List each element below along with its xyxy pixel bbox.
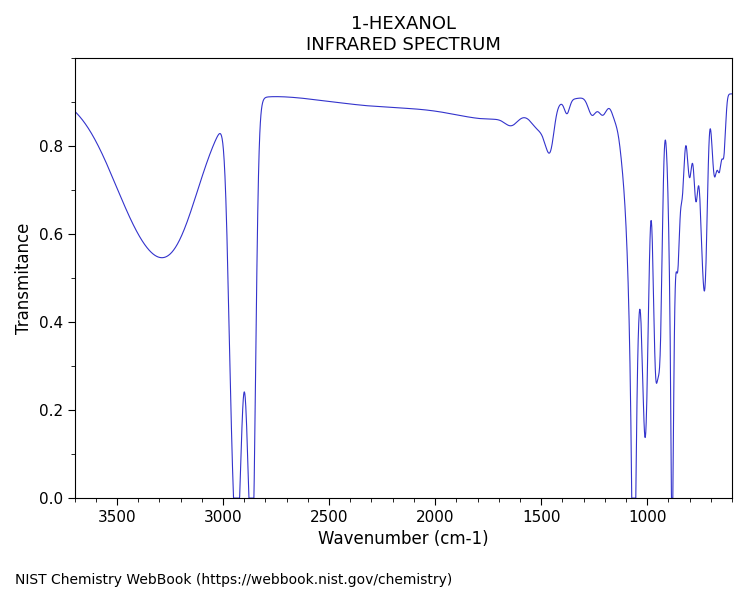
Title: 1-HEXANOL
INFRARED SPECTRUM: 1-HEXANOL INFRARED SPECTRUM	[306, 15, 500, 54]
X-axis label: Wavenumber (cm-1): Wavenumber (cm-1)	[318, 530, 489, 549]
Y-axis label: Transmitance: Transmitance	[15, 222, 33, 334]
Text: NIST Chemistry WebBook (https://webbook.nist.gov/chemistry): NIST Chemistry WebBook (https://webbook.…	[15, 573, 452, 587]
